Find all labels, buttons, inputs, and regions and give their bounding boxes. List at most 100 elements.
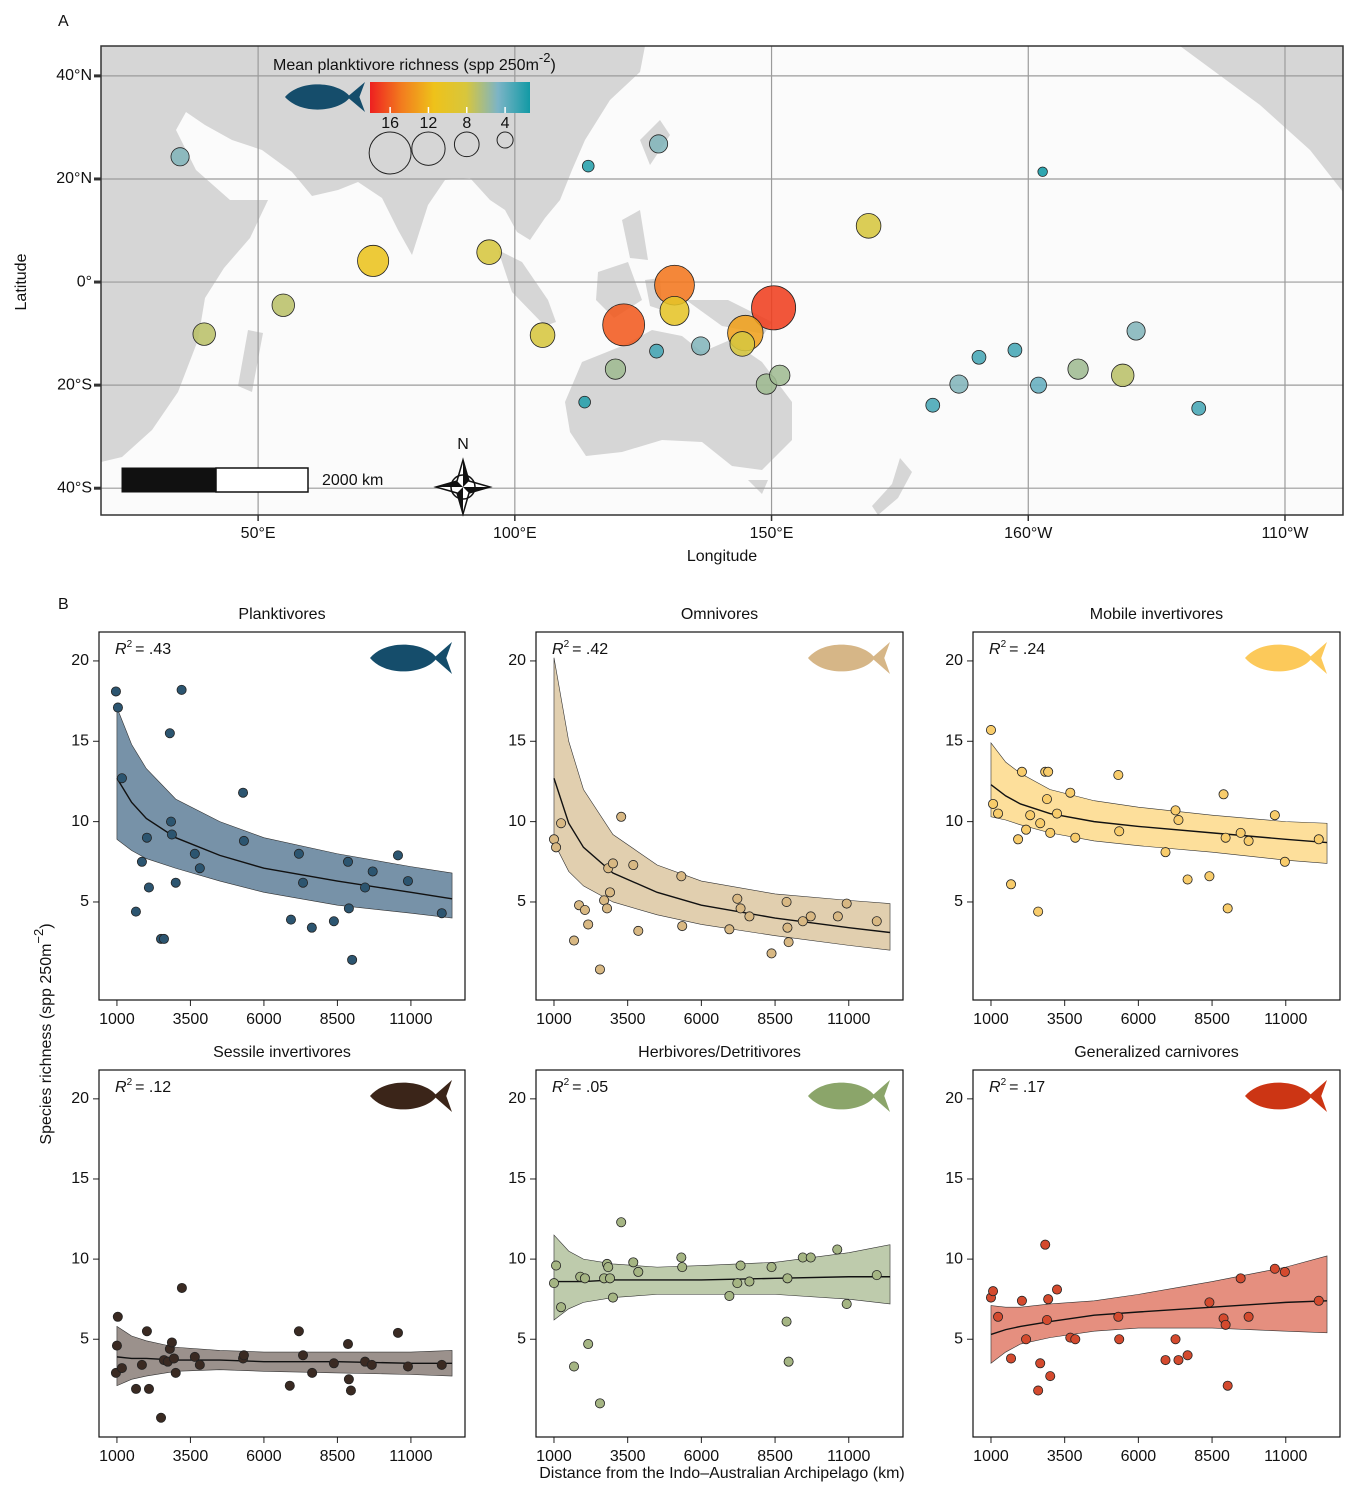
data-point	[1066, 788, 1075, 797]
r-squared-power: 2	[1001, 1077, 1007, 1088]
data-point	[584, 1339, 593, 1348]
panel-title: Sessile invertivores	[213, 1044, 351, 1061]
x-tick-label: 100°E	[493, 525, 537, 542]
data-point	[137, 857, 146, 866]
data-point	[1052, 809, 1061, 818]
x-tick-label: 8500	[1194, 1448, 1230, 1465]
data-point	[1044, 1295, 1053, 1304]
y-tick-label: 5	[517, 1330, 526, 1347]
y-tick-label: 5	[80, 893, 89, 910]
data-point	[595, 1399, 604, 1408]
data-point	[393, 1328, 402, 1337]
r-squared-symbol: R	[115, 641, 127, 658]
x-tick-label: 3500	[1047, 1011, 1083, 1028]
data-point	[782, 897, 791, 906]
data-point	[113, 1312, 122, 1321]
data-point	[988, 799, 997, 808]
data-point	[736, 904, 745, 913]
r-squared: R2= .05	[552, 1077, 608, 1097]
y-tick-label: 15	[71, 732, 89, 749]
data-point	[1046, 1372, 1055, 1381]
x-tick-label: 1000	[973, 1448, 1009, 1465]
y-tick-label: 10	[508, 1250, 526, 1267]
data-point	[1021, 825, 1030, 834]
data-point	[993, 809, 1002, 818]
site-bubble	[1111, 364, 1134, 387]
data-point	[177, 1283, 186, 1292]
data-point	[617, 1218, 626, 1227]
data-point	[605, 1274, 614, 1283]
y-axis-label-end: )	[38, 923, 55, 928]
site-bubble	[171, 148, 189, 166]
data-point	[1034, 907, 1043, 916]
y-tick-label: 10	[71, 1250, 89, 1267]
r-squared: R2= .24	[989, 639, 1045, 659]
data-point	[112, 1341, 121, 1350]
data-point	[1115, 827, 1124, 836]
data-point	[608, 1293, 617, 1302]
x-tick-label: 11000	[389, 1448, 432, 1465]
site-bubble	[358, 245, 389, 276]
data-point	[1115, 1335, 1124, 1344]
data-point	[580, 905, 589, 914]
site-bubble	[193, 323, 216, 346]
x-tick-label: 50°E	[241, 525, 276, 542]
x-tick-label: 6000	[246, 1448, 282, 1465]
data-point	[403, 1362, 412, 1371]
x-tick-label: 3500	[173, 1448, 209, 1465]
panel-title: Omnivores	[681, 606, 758, 623]
data-point	[617, 812, 626, 821]
y-axis-label: Latitude	[13, 253, 30, 310]
data-point	[634, 926, 643, 935]
data-point	[1017, 767, 1026, 776]
data-point	[1044, 767, 1053, 776]
r-squared-value: = .12	[135, 1079, 171, 1096]
x-tick-label: 8500	[757, 1448, 793, 1465]
data-point	[745, 912, 754, 921]
y-tick-label: 10	[71, 813, 89, 830]
x-tick-label: 110°W	[1261, 525, 1309, 542]
y-tick-label: 5	[954, 893, 963, 910]
data-point	[169, 1354, 178, 1363]
x-axis-label: Distance from the Indo–Australian Archip…	[539, 1465, 905, 1482]
data-point	[725, 1291, 734, 1300]
y-axis-label-sup: −2	[31, 929, 46, 944]
x-tick-label: 8500	[320, 1448, 356, 1465]
data-point	[733, 894, 742, 903]
r-squared-value: = .24	[1009, 641, 1045, 658]
data-point	[1114, 1312, 1123, 1321]
y-tick-label: 20	[945, 1090, 963, 1107]
data-point	[1205, 1298, 1214, 1307]
data-point	[117, 774, 126, 783]
r-squared: R2= .42	[552, 639, 608, 659]
data-point	[1219, 790, 1228, 799]
x-tick-label: 8500	[757, 1011, 793, 1028]
scale-bar-black	[122, 468, 216, 492]
r-squared-value: = .43	[135, 641, 171, 658]
x-tick-label: 11000	[1264, 1011, 1307, 1028]
panel-label: A	[58, 13, 69, 30]
x-tick-label: 1000	[99, 1011, 135, 1028]
y-tick-label: 0°	[77, 273, 92, 290]
y-tick-label: 20	[71, 652, 89, 669]
data-point	[806, 1253, 815, 1262]
data-point	[171, 1368, 180, 1377]
x-tick-label: 6000	[1121, 1011, 1157, 1028]
data-point	[1236, 828, 1245, 837]
data-point	[329, 1359, 338, 1368]
data-point	[131, 1384, 140, 1393]
data-point	[117, 1363, 126, 1372]
y-tick-label: 40°S	[57, 479, 92, 496]
data-point	[736, 1261, 745, 1270]
data-point	[784, 938, 793, 947]
data-point	[1221, 1320, 1230, 1329]
legend-title-main: Mean planktivore richness (spp 250m	[273, 57, 539, 74]
legend-value: 16	[381, 115, 399, 132]
data-point	[595, 965, 604, 974]
data-point	[580, 1274, 589, 1283]
data-point	[1021, 1335, 1030, 1344]
y-tick-label: 10	[945, 813, 963, 830]
y-tick-label: 15	[945, 1170, 963, 1187]
data-point	[549, 1279, 558, 1288]
x-axis-label: Longitude	[687, 548, 757, 565]
